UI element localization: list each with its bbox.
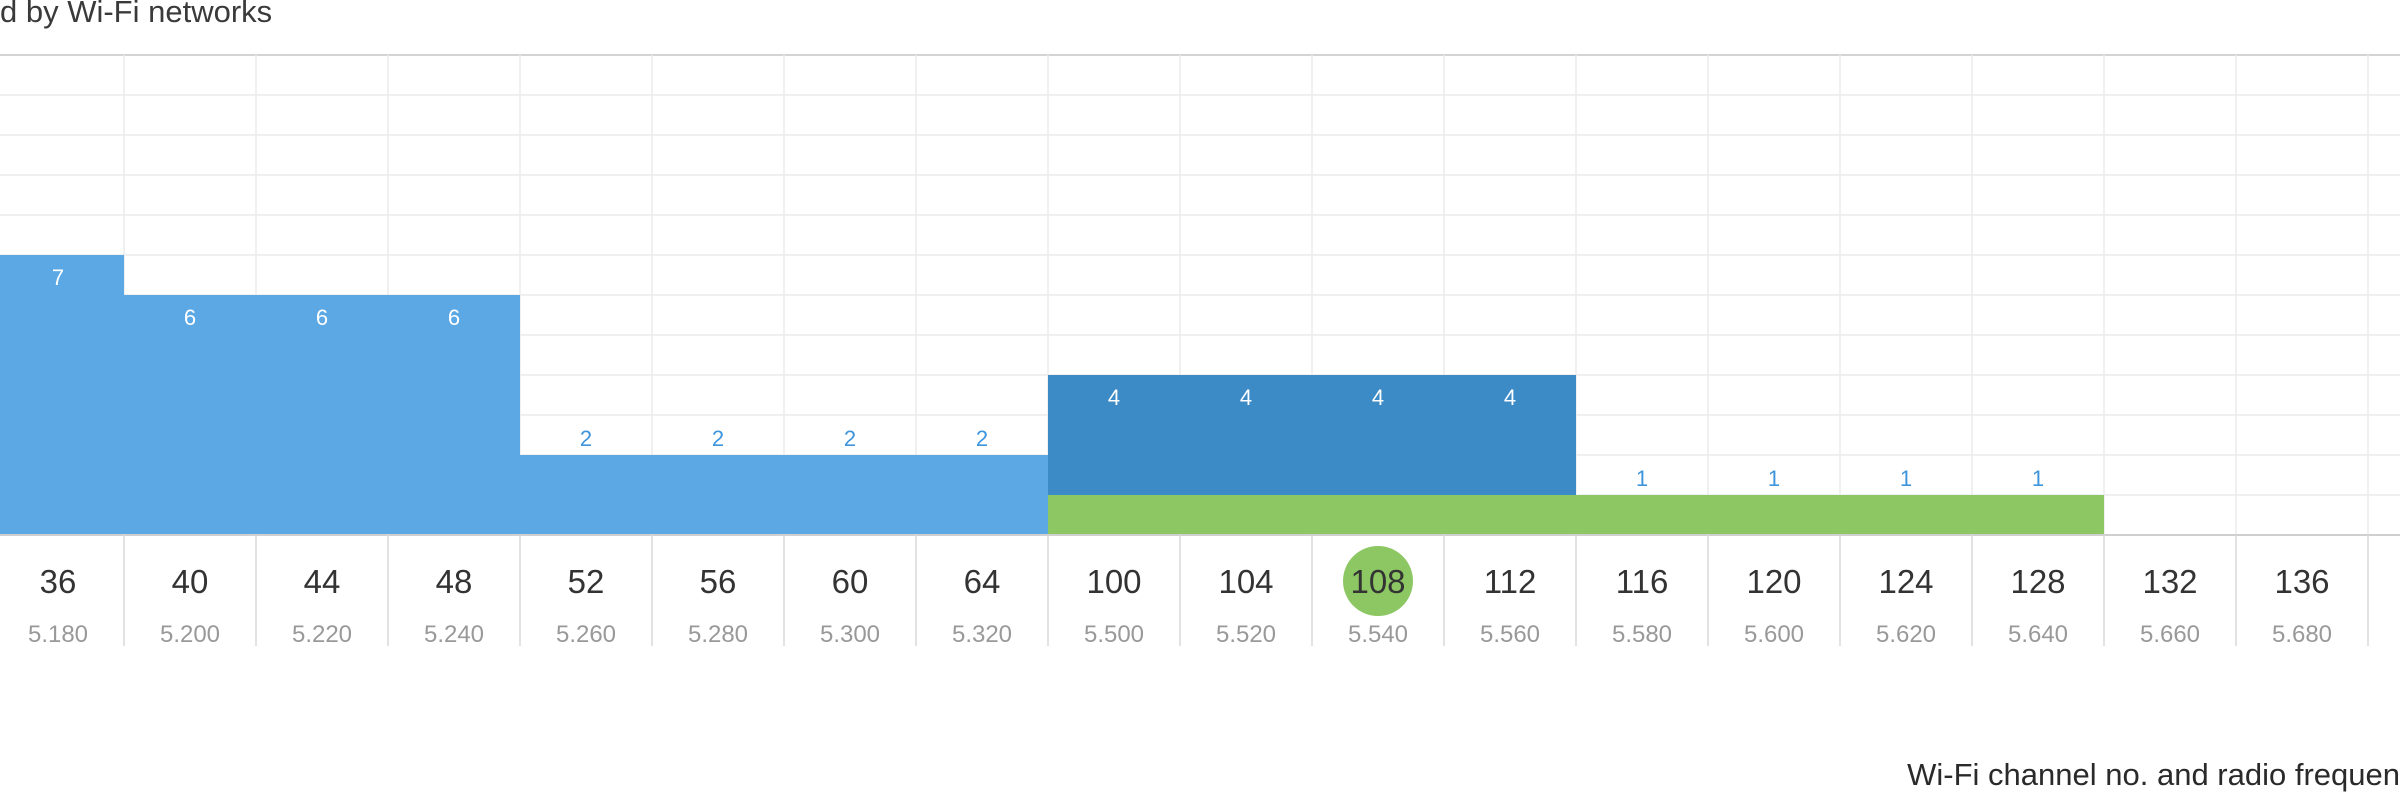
frequency-tick-label: 5.560 (1480, 621, 1540, 648)
bar-label-ch-116: 1 (1636, 466, 1648, 491)
frequency-tick-label: 5.240 (424, 621, 484, 648)
channel-tick-label: 36 (40, 563, 77, 600)
frequency-tick-label: 5.500 (1084, 621, 1144, 648)
x-axis-title: Wi-Fi channel no. and radio frequen (1907, 757, 2400, 792)
bars (0, 255, 2104, 535)
frequency-tick-label: 5.520 (1216, 621, 1276, 648)
bar-label-ch-124: 1 (1900, 466, 1912, 491)
frequency-tick-label: 5.600 (1744, 621, 1804, 648)
bar-label-ch-48: 6 (448, 305, 460, 330)
bar-label-ch-40: 6 (184, 305, 196, 330)
channel-tick-label: 132 (2142, 563, 2197, 600)
channel-tick-label: 44 (304, 563, 341, 600)
chart-title: d by Wi-Fi networks (0, 0, 273, 29)
bar-label-ch-128: 1 (2032, 466, 2044, 491)
bar-label-ch-60: 2 (844, 426, 856, 451)
bar-ch-40 (124, 295, 256, 535)
frequency-tick-label: 5.180 (28, 621, 88, 648)
frequency-tick-label: 5.220 (292, 621, 352, 648)
frequency-tick-label: 5.680 (2272, 621, 2332, 648)
channel-tick-label: 100 (1086, 563, 1141, 600)
selected-channel-marker (1343, 546, 1413, 616)
frequency-tick-label: 5.300 (820, 621, 880, 648)
channel-tick-label: 112 (1484, 563, 1537, 600)
channel-tick-label: 128 (2010, 563, 2065, 600)
channel-tick-label: 48 (436, 563, 473, 600)
bar-ch-52-56-60-64 (520, 455, 1048, 535)
bar-ch-44 (256, 295, 388, 535)
channel-tick-label: 64 (964, 563, 1001, 600)
bar-label-ch-36: 7 (52, 265, 64, 290)
frequency-tick-label: 5.280 (688, 621, 748, 648)
bar-label-ch-52: 2 (580, 426, 592, 451)
frequency-tick-label: 5.200 (160, 621, 220, 648)
bar-label-ch-64: 2 (976, 426, 988, 451)
channel-tick-label: 104 (1218, 563, 1273, 600)
frequency-tick-label: 5.620 (1876, 621, 1936, 648)
channel-tick-label: 116 (1616, 563, 1669, 600)
bar-label-ch-56: 2 (712, 426, 724, 451)
frequency-tick-label: 5.260 (556, 621, 616, 648)
channel-tick-label: 60 (832, 563, 869, 600)
channel-tick-label: 52 (568, 563, 605, 600)
frequency-tick-label: 5.320 (952, 621, 1012, 648)
bar-labels: 7 6 6 6 2 2 2 2 4 4 4 4 1 1 1 1 (52, 265, 2044, 491)
frequency-tick-label: 5.580 (1612, 621, 1672, 648)
frequency-tick-label: 5.640 (2008, 621, 2068, 648)
bar-ch-36 (0, 255, 124, 535)
bar-label-ch-120: 1 (1768, 466, 1780, 491)
channel-tick-label: 136 (2274, 563, 2329, 600)
frequency-tick-label: 5.660 (2140, 621, 2200, 648)
channel-tick-label: 108 (1350, 563, 1405, 600)
x-axis: 36 5.180 40 5.200 44 5.220 48 5.240 52 5.260 56 5.2… (0, 534, 2400, 648)
current-network-bar (1048, 495, 2104, 535)
bar-label-ch-104: 4 (1240, 385, 1252, 410)
bar-label-ch-100: 4 (1108, 385, 1120, 410)
bar-label-ch-112: 4 (1504, 385, 1516, 410)
channel-tick-label: 40 (172, 563, 209, 600)
channel-tick-label: 120 (1746, 563, 1801, 600)
frequency-tick-label: 5.540 (1348, 621, 1408, 648)
bar-label-ch-108: 4 (1372, 385, 1384, 410)
bar-ch-100-104-108-112 (1048, 375, 1576, 495)
channel-tick-label: 124 (1878, 563, 1933, 600)
bar-ch-48 (388, 295, 520, 535)
bar-label-ch-44: 6 (316, 305, 328, 330)
channel-tick-label: 56 (700, 563, 737, 600)
